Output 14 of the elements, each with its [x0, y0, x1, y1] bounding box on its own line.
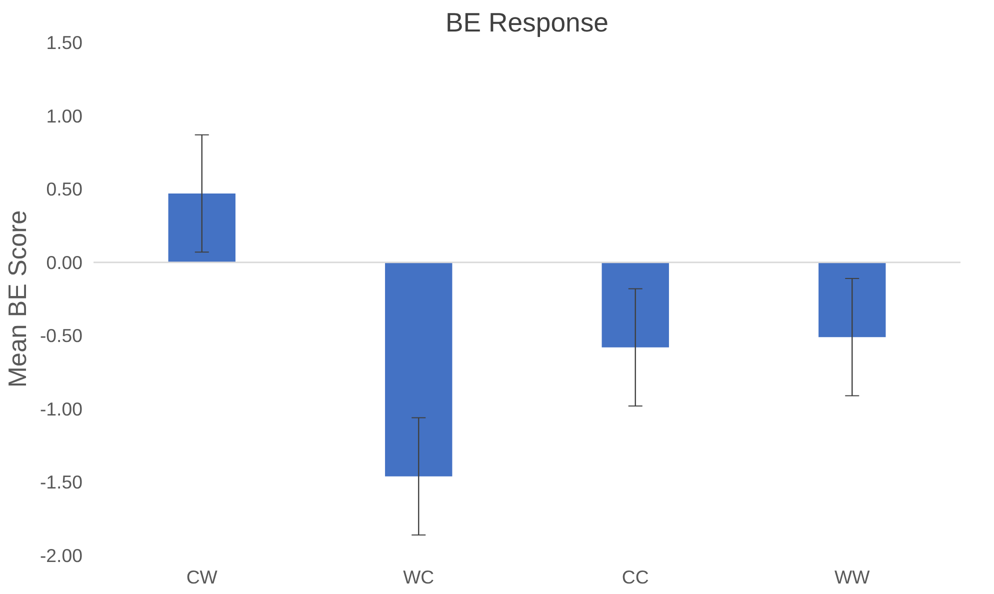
y-tick-label: -1.00	[40, 398, 83, 420]
y-tick-label: 1.00	[46, 105, 82, 126]
chart-title: BE Response	[446, 8, 608, 38]
y-tick-label: -0.50	[40, 325, 83, 346]
y-tick-label: 0.50	[46, 178, 82, 200]
x-tick-label: WW	[834, 566, 870, 588]
x-tick-label: WC	[403, 566, 434, 588]
x-tick-label: CW	[186, 566, 218, 588]
y-tick-label: -2.00	[40, 545, 83, 566]
x-tick-label: CC	[622, 566, 649, 588]
y-tick-label: -1.50	[40, 472, 83, 493]
y-tick-label: 0.00	[46, 252, 82, 273]
y-axis-title: Mean BE Score	[4, 210, 32, 388]
y-tick-label: 1.50	[46, 32, 82, 53]
